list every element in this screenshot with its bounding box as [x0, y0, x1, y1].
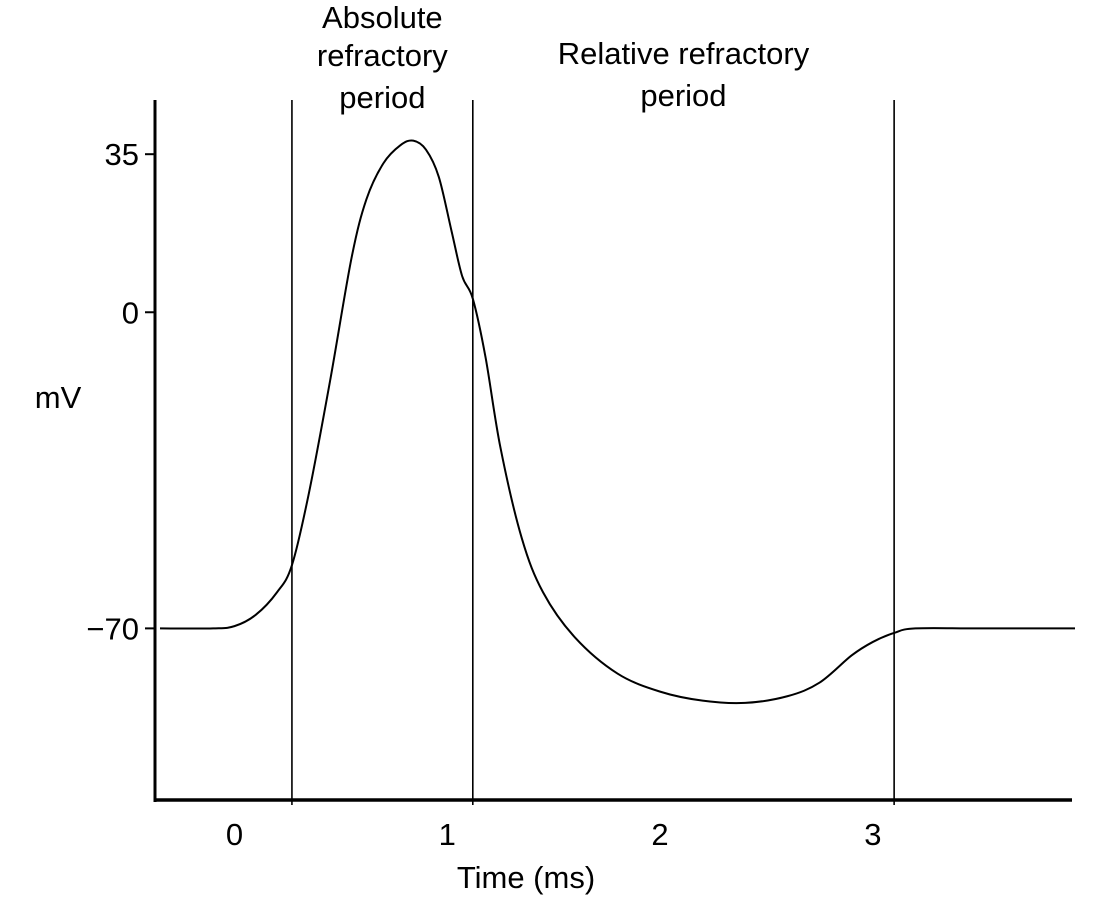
- y-axis-title: mV: [35, 380, 82, 415]
- x-tick-label: 2: [651, 817, 668, 852]
- x-tick-label: 1: [439, 817, 456, 852]
- y-tick-label: 35: [105, 137, 139, 172]
- y-tick-label: 0: [122, 295, 139, 330]
- y-tick-label: −70: [86, 611, 139, 646]
- series-group: [159, 139, 1075, 705]
- x-tick-label: 0: [226, 817, 243, 852]
- x-tick-label: 3: [864, 817, 881, 852]
- region-label-line: period: [339, 80, 425, 115]
- region-label-line: period: [640, 78, 726, 113]
- region-label-line: Relative refractory: [558, 36, 810, 71]
- x-axis-title: Time (ms): [457, 860, 595, 895]
- axes-group: [153, 100, 1072, 802]
- ticks-group: 35 0 −70 0 1 2 3: [86, 137, 881, 852]
- region-label-line: refractory: [317, 38, 448, 73]
- action-potential-line: [159, 139, 1075, 705]
- region-label-line: Absolute: [322, 0, 443, 35]
